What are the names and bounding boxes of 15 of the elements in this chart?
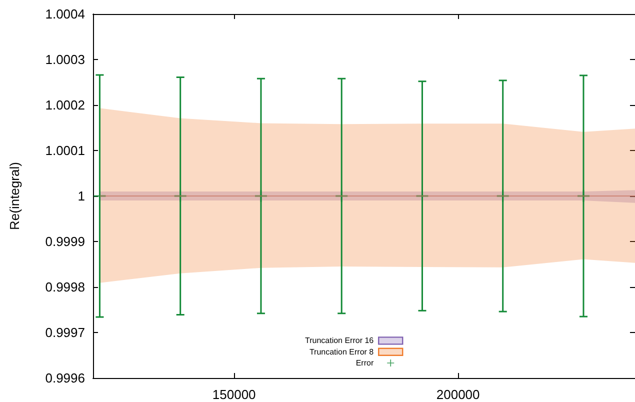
y-tick-label: 1 bbox=[78, 188, 85, 204]
y-tick-label: 0.9998 bbox=[45, 280, 85, 294]
y-axis-title: Re(integral) bbox=[7, 162, 22, 230]
y-tick-label: 1.0003 bbox=[45, 52, 85, 67]
y-tick-label: 0.9996 bbox=[45, 370, 85, 386]
x-tick-label: 150000 bbox=[212, 387, 256, 402]
y-tick-label: 1.0001 bbox=[45, 143, 85, 158]
y-tick-label: 1.0002 bbox=[45, 98, 85, 112]
y-tick-label: 0.9997 bbox=[45, 325, 85, 340]
x-tick-label: 200000 bbox=[436, 387, 480, 402]
y-tick-label: 0.9999 bbox=[45, 234, 85, 249]
legend-label: Truncation Error 8 bbox=[309, 347, 374, 356]
y-tick-label: 1.0004 bbox=[45, 6, 85, 22]
legend-label: Error bbox=[356, 358, 374, 368]
legend-label: Truncation Error 16 bbox=[304, 336, 374, 346]
